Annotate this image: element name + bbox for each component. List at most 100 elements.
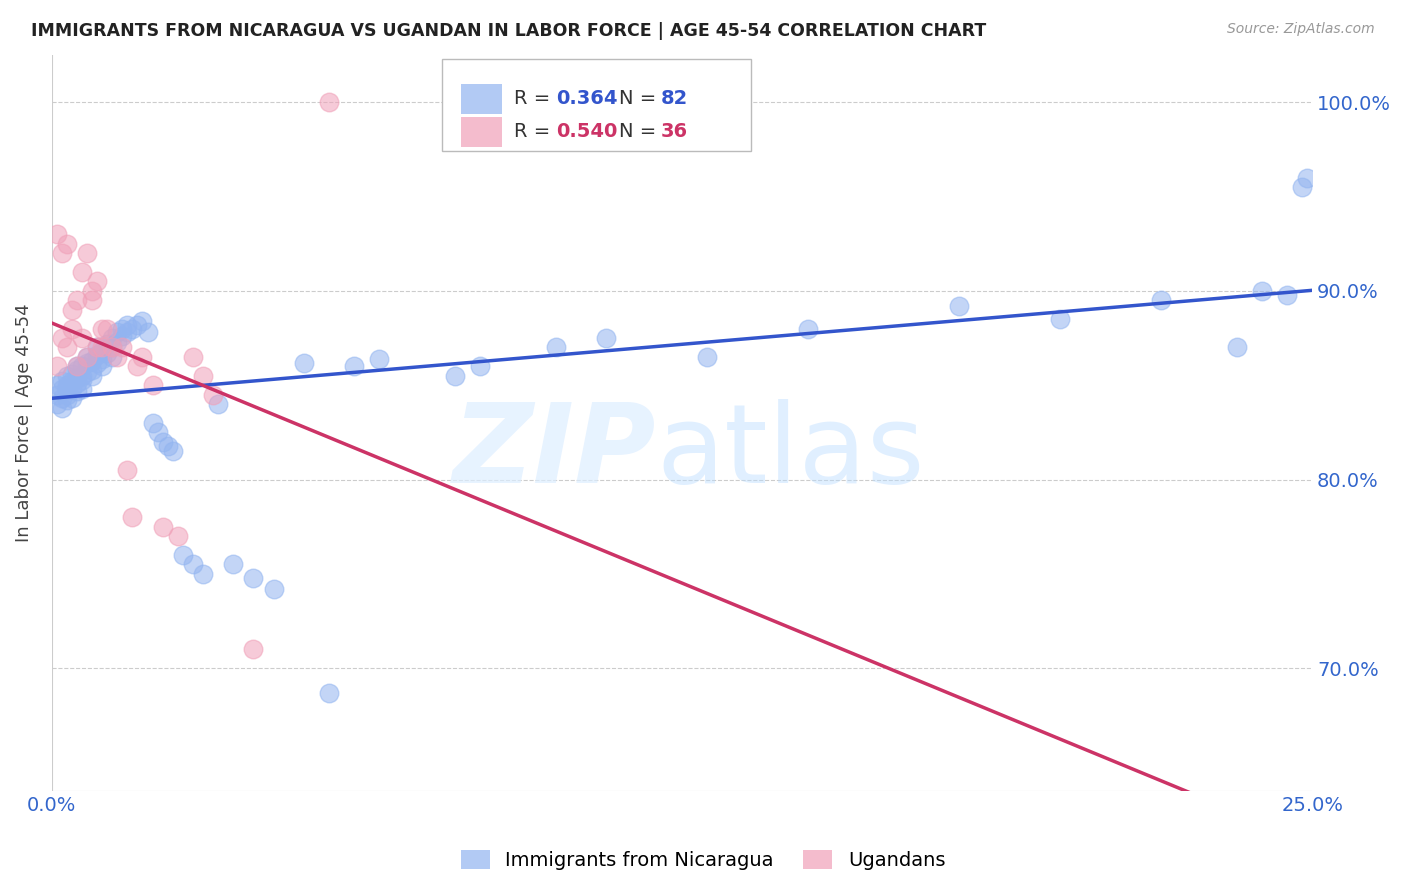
- Point: [56, 378, 79, 392]
- Point: [142, 378, 165, 392]
- Point: [101, 341, 124, 355]
- Point: [76, 350, 98, 364]
- Point: [86, 275, 108, 289]
- Point: [207, 397, 229, 411]
- Point: [51, 401, 73, 415]
- Point: [156, 438, 179, 452]
- Text: atlas: atlas: [657, 399, 925, 506]
- Point: [131, 350, 153, 364]
- FancyBboxPatch shape: [461, 84, 502, 113]
- Point: [318, 685, 340, 699]
- Point: [318, 95, 340, 110]
- Y-axis label: In Labor Force | Age 45-54: In Labor Force | Age 45-54: [15, 303, 32, 542]
- Text: N =: N =: [619, 122, 662, 141]
- Point: [242, 642, 264, 657]
- Point: [948, 299, 970, 313]
- Point: [45, 227, 67, 242]
- Point: [202, 387, 225, 401]
- Point: [127, 359, 149, 374]
- Point: [142, 416, 165, 430]
- Point: [66, 384, 89, 398]
- Point: [797, 321, 820, 335]
- Point: [56, 236, 79, 251]
- Point: [96, 321, 118, 335]
- Point: [60, 367, 83, 381]
- Point: [191, 566, 214, 581]
- Point: [56, 393, 79, 408]
- Point: [86, 355, 108, 369]
- Point: [76, 246, 98, 260]
- Text: 36: 36: [661, 122, 688, 141]
- Text: Source: ZipAtlas.com: Source: ZipAtlas.com: [1227, 22, 1375, 37]
- Point: [91, 341, 114, 355]
- Point: [172, 548, 194, 562]
- Point: [51, 246, 73, 260]
- Point: [1296, 170, 1319, 185]
- Point: [368, 351, 391, 366]
- Point: [66, 363, 89, 377]
- Point: [166, 529, 188, 543]
- Point: [181, 350, 204, 364]
- Point: [56, 368, 79, 383]
- Point: [1225, 341, 1247, 355]
- Point: [96, 336, 118, 351]
- Point: [60, 375, 83, 389]
- Point: [51, 392, 73, 406]
- Point: [60, 382, 83, 396]
- Point: [76, 350, 98, 364]
- Point: [91, 351, 114, 366]
- Point: [121, 321, 143, 335]
- Point: [96, 346, 118, 360]
- Point: [117, 318, 139, 332]
- Point: [263, 582, 285, 596]
- Point: [111, 329, 134, 343]
- Text: R =: R =: [515, 89, 557, 108]
- Point: [70, 331, 93, 345]
- Text: ZIP: ZIP: [453, 399, 657, 506]
- Text: 82: 82: [661, 89, 688, 108]
- Point: [70, 382, 93, 396]
- Point: [80, 363, 103, 377]
- Point: [60, 321, 83, 335]
- Point: [101, 331, 124, 345]
- Point: [444, 368, 467, 383]
- Point: [70, 265, 93, 279]
- Point: [146, 425, 169, 440]
- FancyBboxPatch shape: [443, 59, 751, 151]
- Point: [1275, 287, 1298, 301]
- Point: [91, 321, 114, 335]
- Point: [1291, 180, 1313, 194]
- Point: [1049, 312, 1071, 326]
- Point: [45, 387, 67, 401]
- Point: [222, 558, 245, 572]
- Point: [66, 376, 89, 391]
- Point: [86, 341, 108, 355]
- Point: [70, 368, 93, 383]
- Point: [470, 359, 492, 374]
- Point: [70, 372, 93, 386]
- Point: [60, 392, 83, 406]
- Point: [51, 375, 73, 389]
- Point: [56, 341, 79, 355]
- Point: [242, 571, 264, 585]
- Point: [80, 293, 103, 308]
- Point: [105, 326, 128, 340]
- Point: [45, 397, 67, 411]
- Point: [152, 434, 174, 449]
- Point: [127, 318, 149, 332]
- Legend: Immigrants from Nicaragua, Ugandans: Immigrants from Nicaragua, Ugandans: [453, 842, 953, 878]
- Point: [105, 350, 128, 364]
- Point: [105, 334, 128, 349]
- Point: [1150, 293, 1173, 308]
- Point: [76, 365, 98, 379]
- Point: [80, 353, 103, 368]
- Point: [181, 558, 204, 572]
- Point: [45, 378, 67, 392]
- FancyBboxPatch shape: [461, 117, 502, 146]
- Text: N =: N =: [619, 89, 662, 108]
- Point: [80, 368, 103, 383]
- Point: [66, 359, 89, 374]
- Point: [595, 331, 617, 345]
- Point: [121, 510, 143, 524]
- Point: [1250, 284, 1272, 298]
